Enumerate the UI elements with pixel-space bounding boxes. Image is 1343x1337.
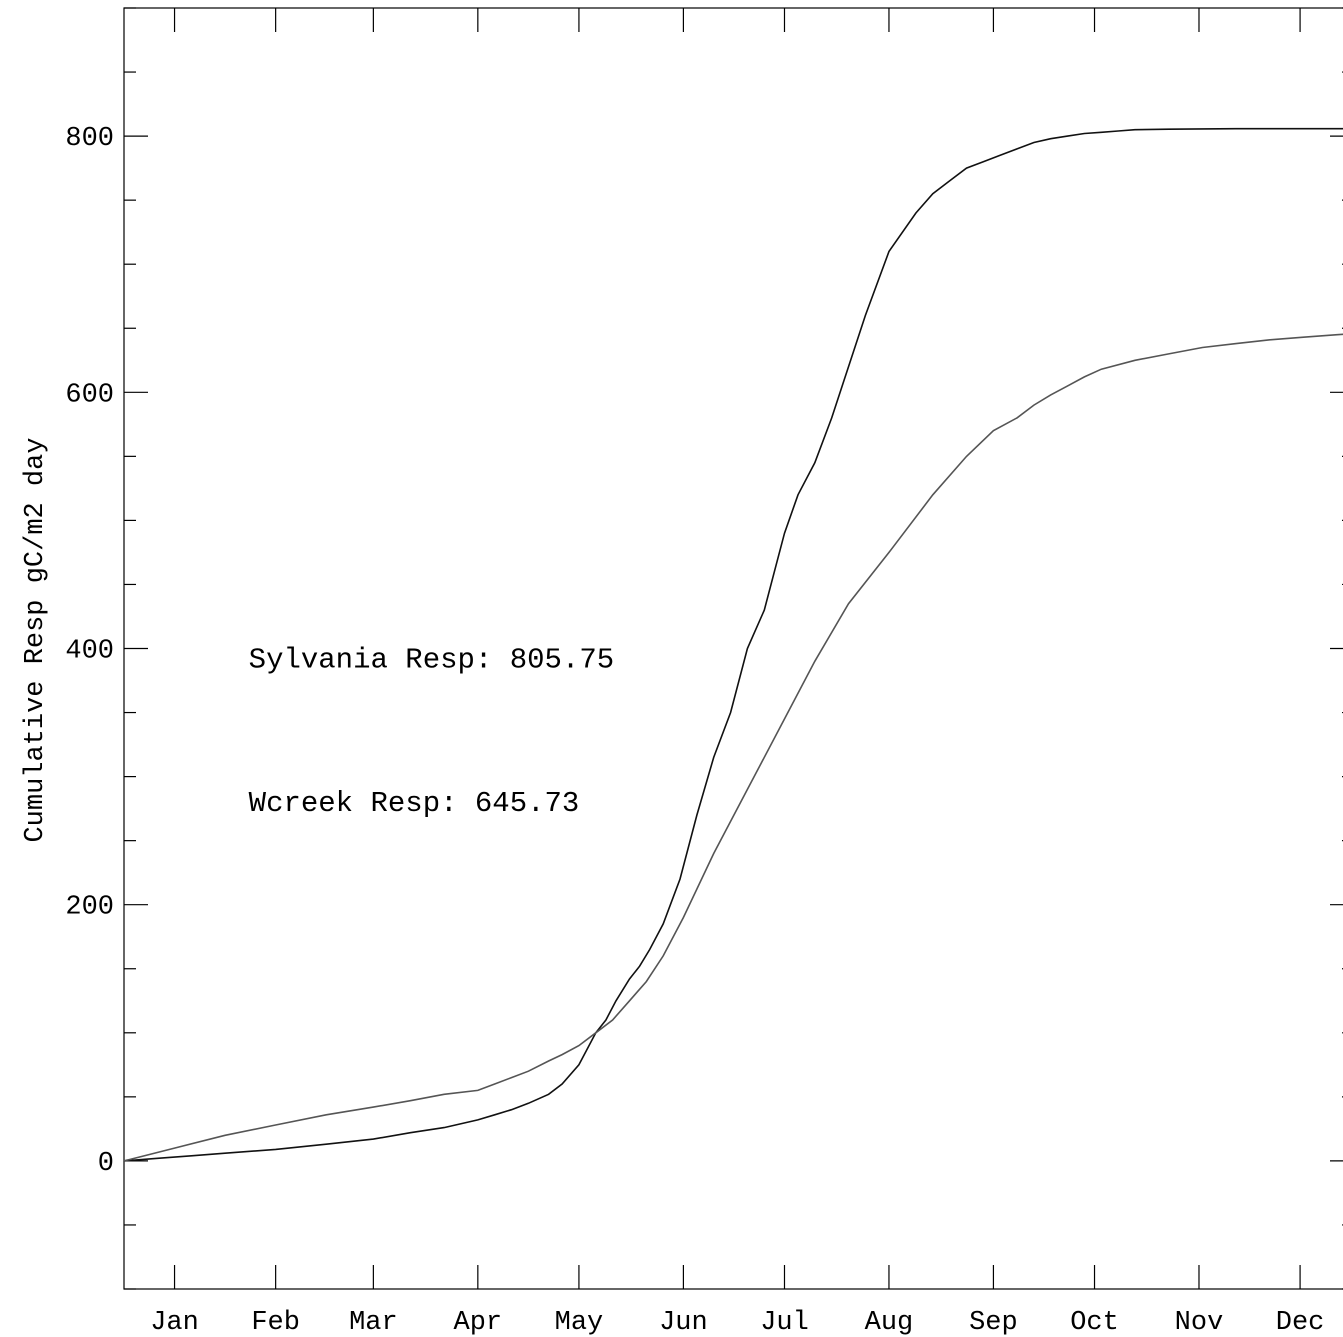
x-tick-label: May <box>555 1308 604 1337</box>
x-tick-label: Aug <box>865 1308 914 1337</box>
x-tick-label: Jan <box>150 1308 199 1337</box>
x-tick-label: Nov <box>1175 1308 1224 1337</box>
x-tick-label: Sep <box>969 1308 1018 1337</box>
y-tick-label: 400 <box>65 637 114 667</box>
x-tick-label: Feb <box>251 1308 300 1337</box>
y-tick-label: 800 <box>65 124 114 154</box>
series-line-sylvania <box>123 127 1343 1162</box>
x-tick-label: Mar <box>349 1308 398 1337</box>
y-tick-label: 200 <box>65 893 114 923</box>
x-tick-label: Jul <box>760 1308 809 1337</box>
series-layer <box>123 127 1343 1162</box>
annotations: Sylvania Resp: 805.75 Wcreek Resp: 645.73 <box>249 644 614 820</box>
y-tick-label: 600 <box>65 380 114 410</box>
x-tick-label: Dec <box>1276 1308 1325 1337</box>
x-tick-label: Jun <box>659 1308 708 1337</box>
y-tick-label: 0 <box>98 1149 114 1179</box>
annotation-label: Wcreek Resp: 645.73 <box>249 787 580 820</box>
x-tick-label: Oct <box>1070 1308 1119 1337</box>
series-line-wcreek <box>123 333 1343 1162</box>
y-axis-title: Cumulative Resp gC/m2 day <box>21 437 51 842</box>
y-axis: 0 200 400 600 800 <box>65 7 1343 1290</box>
annotation-label: Sylvania Resp: 805.75 <box>249 644 614 677</box>
x-axis: Jan Feb Mar Apr May Jun Jul Aug Sep Oct Nov Dec <box>150 8 1324 1337</box>
x-tick-label: Apr <box>454 1308 503 1337</box>
